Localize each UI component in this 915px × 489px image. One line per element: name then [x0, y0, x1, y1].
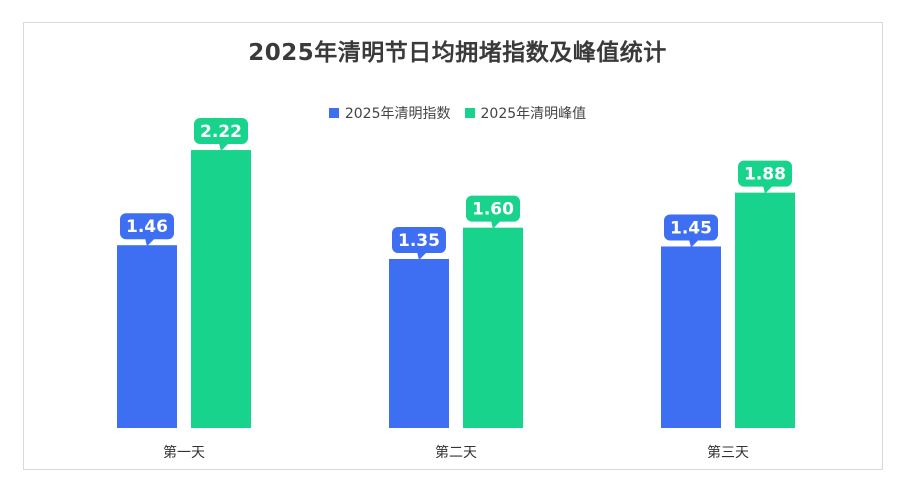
- data-label-peak-3: 1.88: [738, 160, 792, 194]
- bar-peak-1: [191, 150, 251, 428]
- legend-item-peak: 2025年清明峰值: [464, 103, 587, 123]
- legend-label-peak: 2025年清明峰值: [480, 106, 587, 122]
- data-label-index-2: 1.35: [392, 226, 446, 260]
- x-tick-label: 第一天: [163, 444, 205, 461]
- data-label-pointer: [491, 220, 501, 229]
- data-label-value: 1.60: [472, 200, 514, 220]
- data-label-pointer: [763, 185, 773, 194]
- bar-index-1: [117, 245, 177, 428]
- legend-item-index: 2025年清明指数: [328, 103, 451, 123]
- data-label-box: [738, 160, 792, 187]
- data-label-value: 2.22: [200, 122, 242, 142]
- bar-peak-3: [735, 192, 795, 428]
- data-label-index-3: 1.45: [664, 214, 718, 248]
- data-label-box: [466, 195, 520, 222]
- x-tick-label: 第二天: [435, 444, 477, 461]
- data-label-pointer: [417, 251, 427, 260]
- data-label-value: 1.88: [744, 165, 786, 185]
- legend-swatch-peak: [464, 108, 475, 118]
- data-label-box: [664, 214, 718, 241]
- data-label-index-1: 1.46: [120, 213, 174, 247]
- data-label-peak-1: 2.22: [194, 118, 248, 152]
- x-tick-label: 第三天: [707, 444, 749, 461]
- data-label-pointer: [689, 239, 699, 248]
- data-label-pointer: [145, 238, 155, 247]
- data-label-box: [194, 118, 248, 145]
- data-label-box: [120, 213, 174, 240]
- chart-title: 2025年清明节日均拥堵指数及峰值统计: [248, 40, 667, 66]
- data-label-value: 1.46: [126, 217, 168, 237]
- bar-peak-2: [463, 227, 523, 428]
- data-label-value: 1.45: [670, 218, 712, 238]
- chart-legend: 2025年清明指数 2025年清明峰值: [0, 103, 915, 123]
- data-label-box: [392, 226, 446, 253]
- data-label-pointer: [219, 143, 229, 152]
- legend-swatch-index: [328, 108, 339, 118]
- data-label-peak-2: 1.60: [466, 195, 520, 229]
- bar-index-2: [389, 258, 449, 428]
- bar-index-3: [661, 246, 721, 428]
- legend-label-index: 2025年清明指数: [344, 106, 451, 122]
- data-label-value: 1.35: [398, 231, 440, 251]
